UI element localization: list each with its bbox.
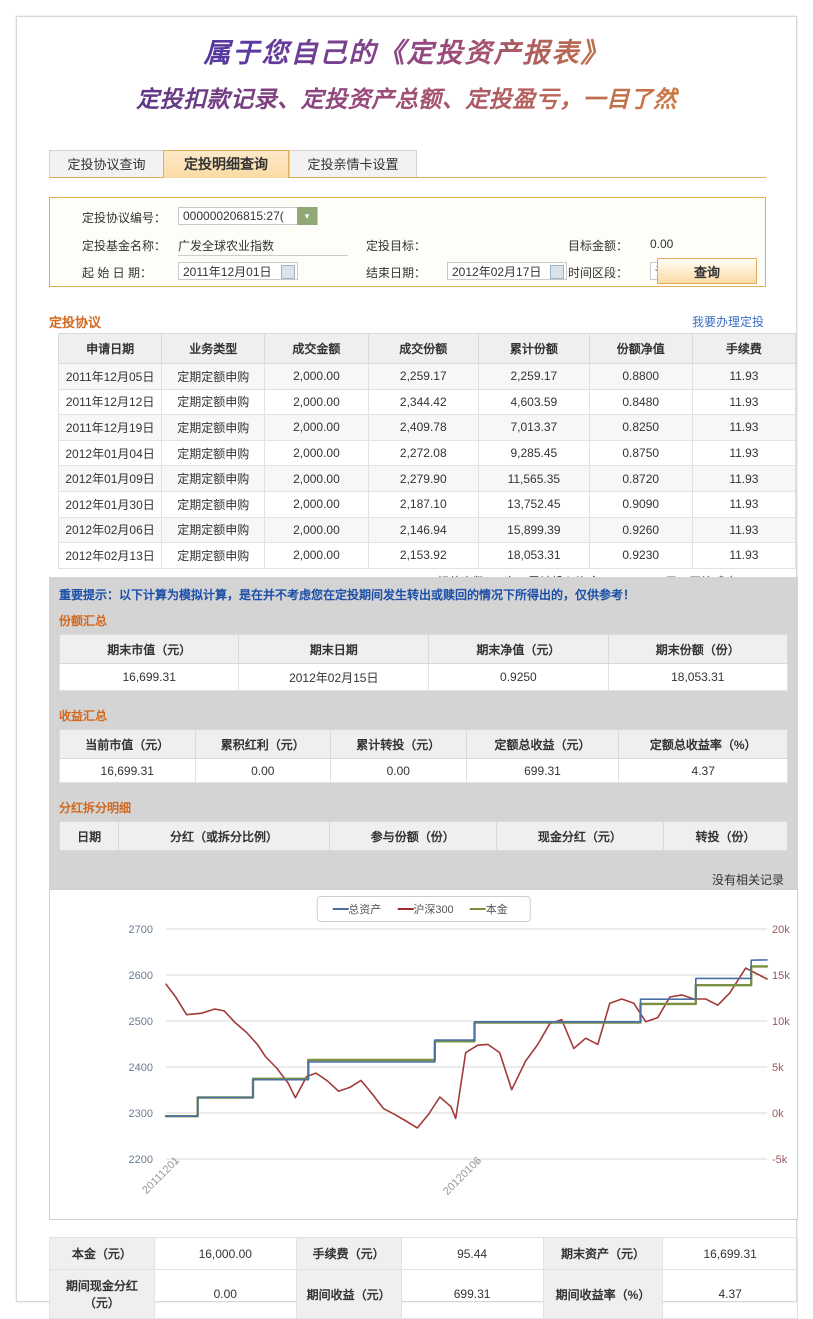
svg-text:-5k: -5k — [772, 1154, 788, 1166]
svg-text:2600: 2600 — [129, 970, 153, 982]
svg-text:10k: 10k — [772, 1016, 790, 1028]
svg-text:20k: 20k — [772, 924, 790, 936]
svg-text:15k: 15k — [772, 970, 790, 982]
svg-text:5k: 5k — [772, 1062, 784, 1074]
svg-text:2200: 2200 — [129, 1154, 153, 1166]
svg-text:2400: 2400 — [129, 1062, 153, 1074]
svg-text:2300: 2300 — [129, 1108, 153, 1120]
svg-text:0k: 0k — [772, 1108, 784, 1120]
svg-text:2500: 2500 — [129, 1016, 153, 1028]
svg-text:20120106: 20120106 — [441, 1155, 484, 1198]
svg-text:2700: 2700 — [129, 924, 153, 936]
